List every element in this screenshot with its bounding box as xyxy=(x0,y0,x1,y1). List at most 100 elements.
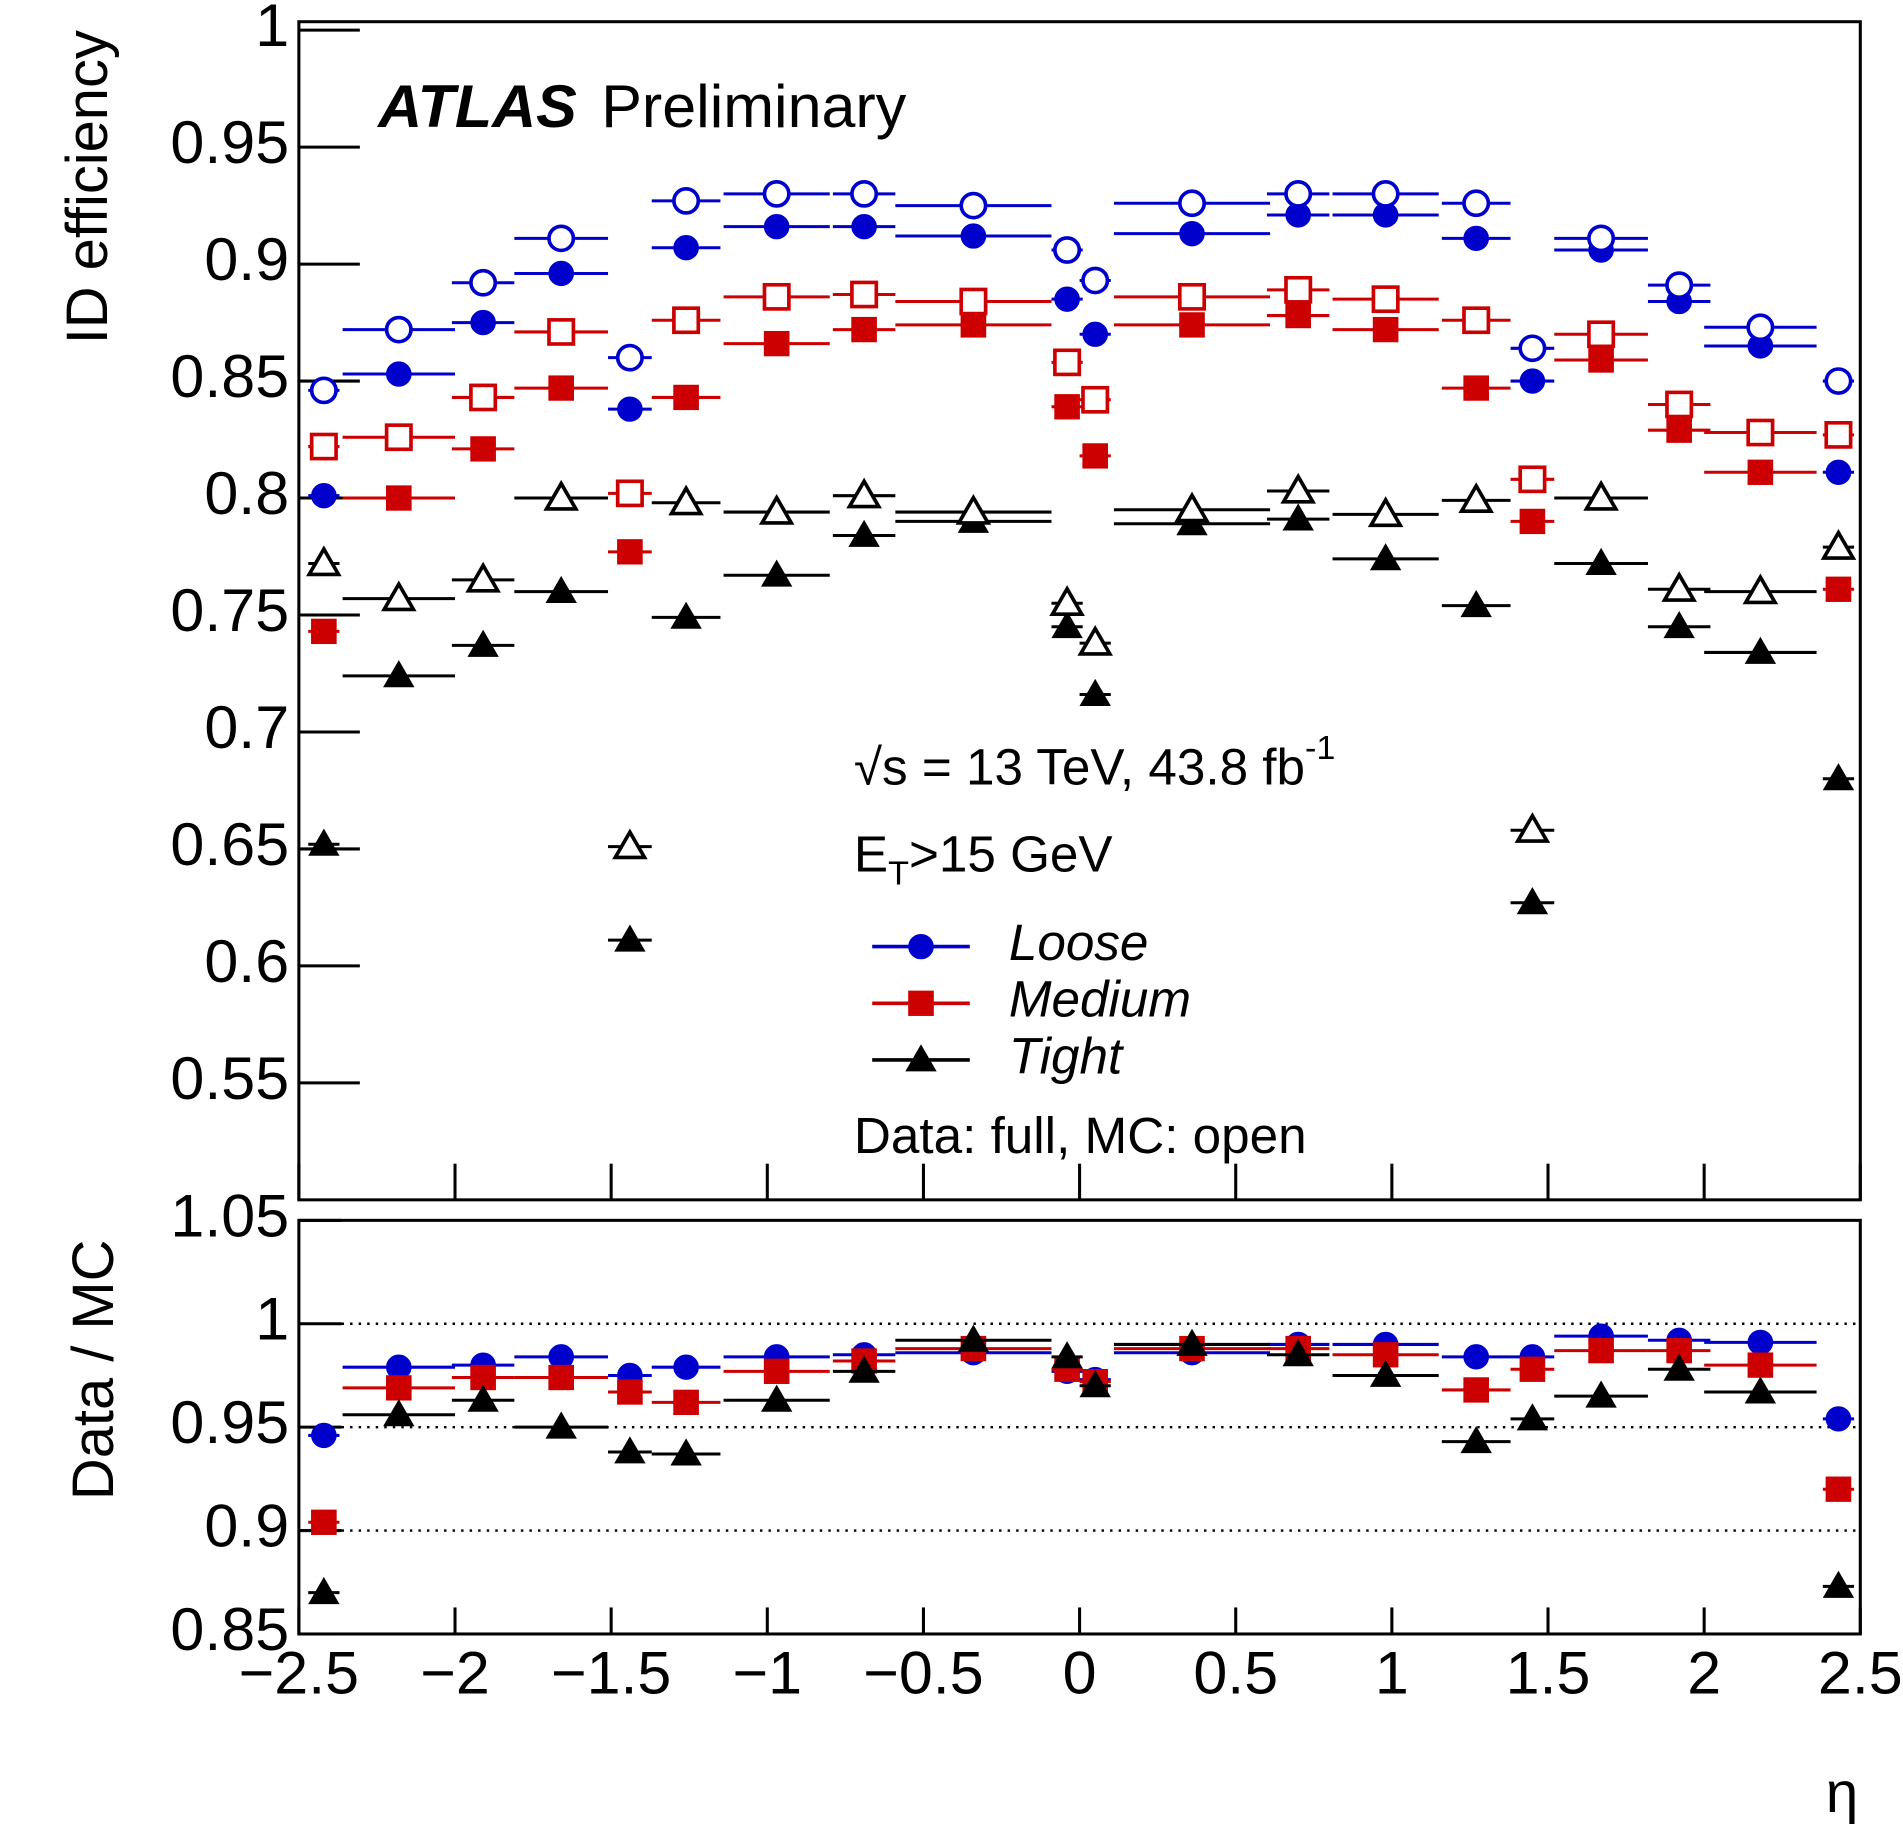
marker xyxy=(1661,571,1697,602)
marker xyxy=(670,601,702,629)
marker xyxy=(1051,611,1083,639)
marker xyxy=(763,1358,790,1384)
marker xyxy=(543,479,579,511)
marker xyxy=(470,436,496,462)
marker xyxy=(469,268,498,297)
marker xyxy=(1462,189,1491,218)
marker xyxy=(1585,547,1617,575)
marker xyxy=(1663,611,1695,639)
legend-label: Loose xyxy=(1009,914,1149,971)
marker xyxy=(308,1576,340,1605)
marker xyxy=(959,287,988,316)
marker xyxy=(1053,348,1082,377)
marker xyxy=(383,660,415,688)
marker xyxy=(851,316,877,343)
marker xyxy=(385,485,412,511)
marker xyxy=(1458,482,1494,514)
marker xyxy=(309,432,338,461)
marker xyxy=(1519,368,1546,394)
marker xyxy=(763,330,790,357)
x-tick-label: 1.5 xyxy=(1506,1639,1591,1707)
cut-text: E xyxy=(854,826,888,883)
marker xyxy=(1176,1328,1208,1356)
x-tick-label: −2.5 xyxy=(239,1639,359,1707)
marker xyxy=(465,561,501,593)
marker xyxy=(1369,543,1402,571)
marker xyxy=(1179,312,1205,338)
marker xyxy=(311,1422,337,1449)
marker xyxy=(1053,236,1082,264)
y-tick-label: 0.65 xyxy=(170,810,289,878)
x-tick-label: 2 xyxy=(1687,1639,1721,1707)
marker xyxy=(1077,624,1113,656)
marker xyxy=(1665,390,1694,419)
marker xyxy=(311,618,337,645)
marker xyxy=(1820,529,1857,560)
marker xyxy=(960,223,987,249)
marker xyxy=(469,383,498,412)
marker xyxy=(1746,313,1775,342)
marker xyxy=(617,539,643,565)
marker xyxy=(306,545,342,577)
cut-label: ET>15 GeV xyxy=(854,826,1113,892)
marker xyxy=(850,180,879,208)
marker xyxy=(1747,459,1774,485)
marker xyxy=(309,376,338,405)
x-tick-label: −1.5 xyxy=(551,1639,671,1707)
marker xyxy=(1463,1377,1489,1403)
marker xyxy=(1177,189,1207,218)
marker xyxy=(615,479,644,508)
y-tick-label: 1.05 xyxy=(170,1182,289,1250)
y-tick-label: 0.7 xyxy=(204,693,289,761)
marker xyxy=(1663,1353,1695,1381)
marker xyxy=(1371,285,1400,314)
marker xyxy=(1666,417,1692,443)
marker xyxy=(1825,1406,1852,1432)
marker xyxy=(1516,887,1549,915)
marker xyxy=(1744,1376,1777,1404)
x-tick-label: 0 xyxy=(1063,1639,1097,1707)
marker xyxy=(617,396,643,422)
y-tick-label: 0.85 xyxy=(170,342,289,410)
marker xyxy=(1514,812,1551,843)
marker xyxy=(385,361,412,387)
marker xyxy=(1079,678,1111,706)
cut-sub: T xyxy=(888,855,909,893)
marker xyxy=(547,318,576,346)
marker xyxy=(308,828,340,856)
y-tick-label: 0.95 xyxy=(170,108,289,176)
marker xyxy=(762,282,791,311)
marker xyxy=(673,1354,699,1380)
marker xyxy=(1282,503,1314,531)
marker xyxy=(1518,465,1547,494)
marker xyxy=(1825,1476,1852,1502)
marker xyxy=(1054,394,1080,420)
marker xyxy=(1460,1425,1492,1454)
marker xyxy=(1587,320,1616,349)
marker xyxy=(1372,316,1399,343)
marker xyxy=(848,519,880,547)
marker xyxy=(668,484,704,516)
note: Data: full, MC: open xyxy=(854,1107,1307,1164)
legend-marker xyxy=(908,933,934,960)
marker xyxy=(384,423,413,452)
x-tick-label: −2 xyxy=(420,1639,490,1707)
y-tick-label: 0.85 xyxy=(170,1595,289,1663)
marker xyxy=(762,180,791,208)
marker xyxy=(850,280,879,309)
marker xyxy=(1284,275,1313,304)
marker xyxy=(957,1324,990,1352)
status: Preliminary xyxy=(601,72,907,140)
marker xyxy=(385,1375,412,1401)
marker xyxy=(1371,180,1400,208)
marker xyxy=(383,1399,415,1427)
marker xyxy=(1824,367,1853,395)
marker xyxy=(1588,347,1614,373)
marker xyxy=(1747,1352,1774,1378)
marker xyxy=(1463,375,1489,401)
legend-marker xyxy=(908,990,934,1016)
marker xyxy=(672,187,701,215)
y-tick-label: 0.55 xyxy=(170,1044,289,1112)
